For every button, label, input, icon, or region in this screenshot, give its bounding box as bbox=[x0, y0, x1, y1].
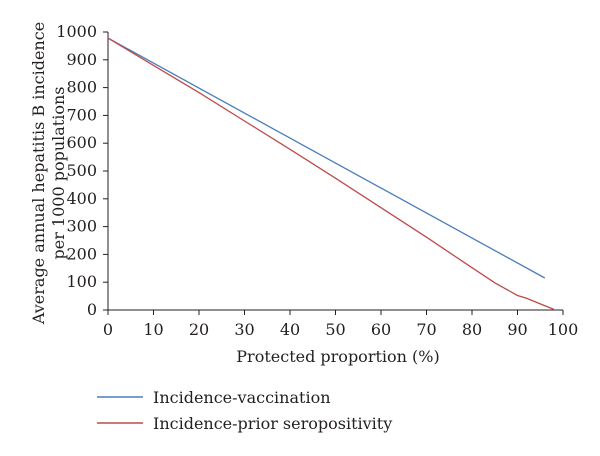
x-tick-label: 0 bbox=[103, 320, 113, 339]
x-tick-label: 70 bbox=[416, 320, 436, 339]
x-axis-title: Protected proportion (%) bbox=[236, 347, 439, 366]
y-tick-label: 400 bbox=[66, 189, 97, 208]
series-line-2 bbox=[107, 37, 555, 311]
y-tick-label: 100 bbox=[66, 272, 97, 291]
y-tick-label: 300 bbox=[66, 217, 97, 236]
legend: Incidence-vaccination Incidence-prior ser… bbox=[97, 388, 392, 433]
y-tick-label: 700 bbox=[66, 105, 97, 124]
y-tick-label: 600 bbox=[66, 133, 97, 152]
legend-label-2: Incidence-prior seropositivity bbox=[153, 414, 392, 433]
x-tick-label: 50 bbox=[325, 320, 345, 339]
y-tick-label: 0 bbox=[87, 300, 97, 319]
x-axis-ticks: 0 10 20 30 40 50 60 70 80 90 100 bbox=[103, 310, 578, 339]
series-line-1 bbox=[107, 37, 546, 279]
y-axis-title-line-1: Average annual hepatitis B incidence bbox=[29, 22, 48, 325]
y-tick-label: 800 bbox=[66, 78, 97, 97]
y-tick-label: 200 bbox=[66, 244, 97, 263]
y-tick-label: 900 bbox=[66, 50, 97, 69]
x-tick-label: 100 bbox=[548, 320, 579, 339]
x-tick-label: 80 bbox=[462, 320, 482, 339]
y-axis-title-line-2: per 1000 populations bbox=[49, 86, 68, 259]
x-tick-label: 90 bbox=[507, 320, 527, 339]
series-group bbox=[107, 37, 555, 311]
y-axis-ticks: 0 100 200 300 400 500 600 700 800 900 1000 bbox=[56, 22, 108, 319]
x-tick-label: 20 bbox=[189, 320, 209, 339]
y-tick-label: 1000 bbox=[56, 22, 97, 41]
x-tick-label: 60 bbox=[371, 320, 391, 339]
legend-label-1: Incidence-vaccination bbox=[153, 388, 331, 407]
x-tick-label: 10 bbox=[143, 320, 163, 339]
y-axis-title: Average annual hepatitis B incidence per… bbox=[29, 22, 68, 325]
y-tick-label: 500 bbox=[66, 161, 97, 180]
x-tick-label: 30 bbox=[234, 320, 254, 339]
x-tick-label: 40 bbox=[280, 320, 300, 339]
